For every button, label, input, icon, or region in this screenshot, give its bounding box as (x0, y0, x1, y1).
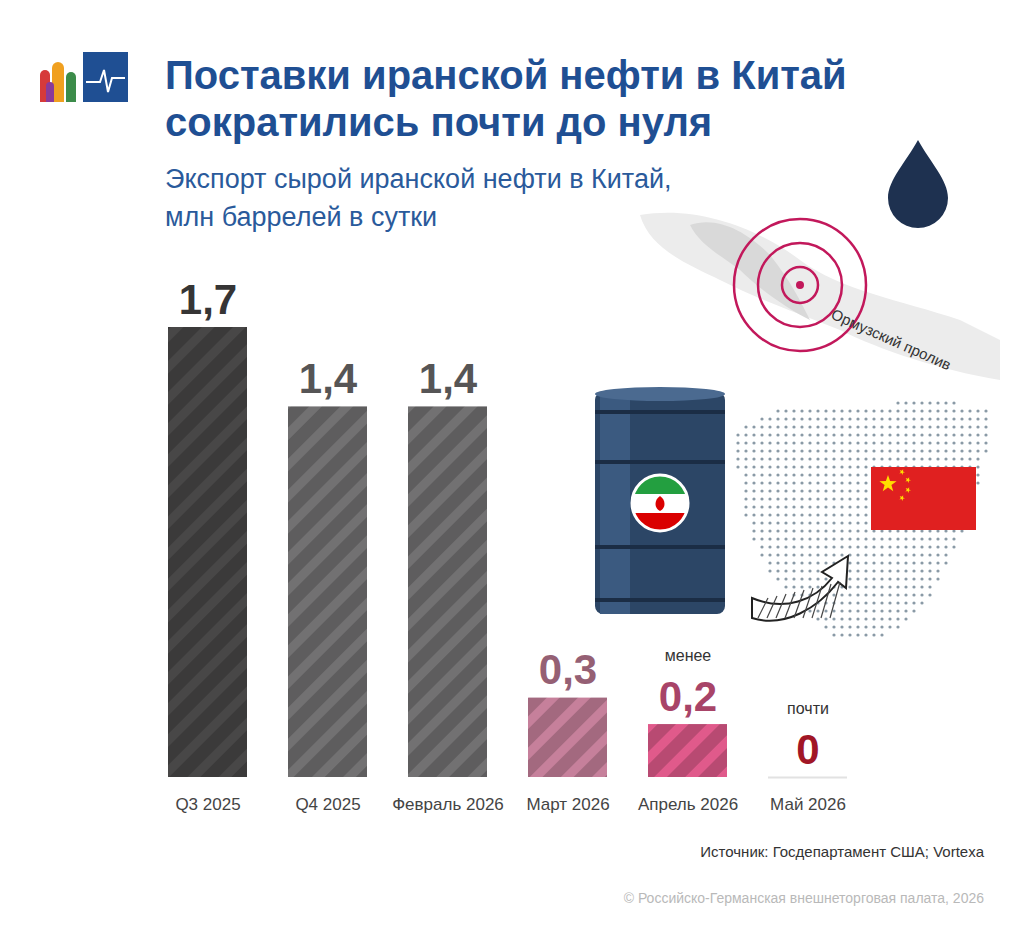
svg-text:1,4: 1,4 (419, 355, 478, 402)
svg-text:0,2: 0,2 (659, 673, 717, 720)
svg-text:0: 0 (796, 726, 819, 773)
svg-text:почти: почти (787, 700, 829, 717)
svg-text:0,3: 0,3 (539, 646, 597, 693)
svg-text:Март 2026: Март 2026 (526, 795, 609, 814)
svg-text:Q3 2025: Q3 2025 (175, 795, 240, 814)
html-text:Поставки иранской нефти в Кита: Поставки иранской нефти в Китай сократил… (165, 53, 847, 144)
svg-text:Май 2026: Май 2026 (770, 795, 846, 814)
svg-text:Q4 2025: Q4 2025 (295, 795, 360, 814)
svg-text:менее: менее (665, 647, 712, 664)
html-text:© Российско-Германская внешнет: © Российско-Германская внешнеторговая па… (623, 890, 984, 906)
html-text:Экспорт сырой иранской нефти в: Экспорт сырой иранской нефти в Китай, мл… (165, 164, 672, 232)
svg-text:Апрель 2026: Апрель 2026 (638, 795, 738, 814)
svg-text:Февраль 2026: Февраль 2026 (392, 795, 504, 814)
html-text:Источник: Госдепартамент США;: Источник: Госдепартамент США; Vortexa (700, 843, 984, 860)
svg-text:1,7: 1,7 (179, 276, 237, 323)
svg-text:Ормузский пролив: Ормузский пролив (829, 305, 954, 373)
svg-text:1,4: 1,4 (299, 355, 358, 402)
